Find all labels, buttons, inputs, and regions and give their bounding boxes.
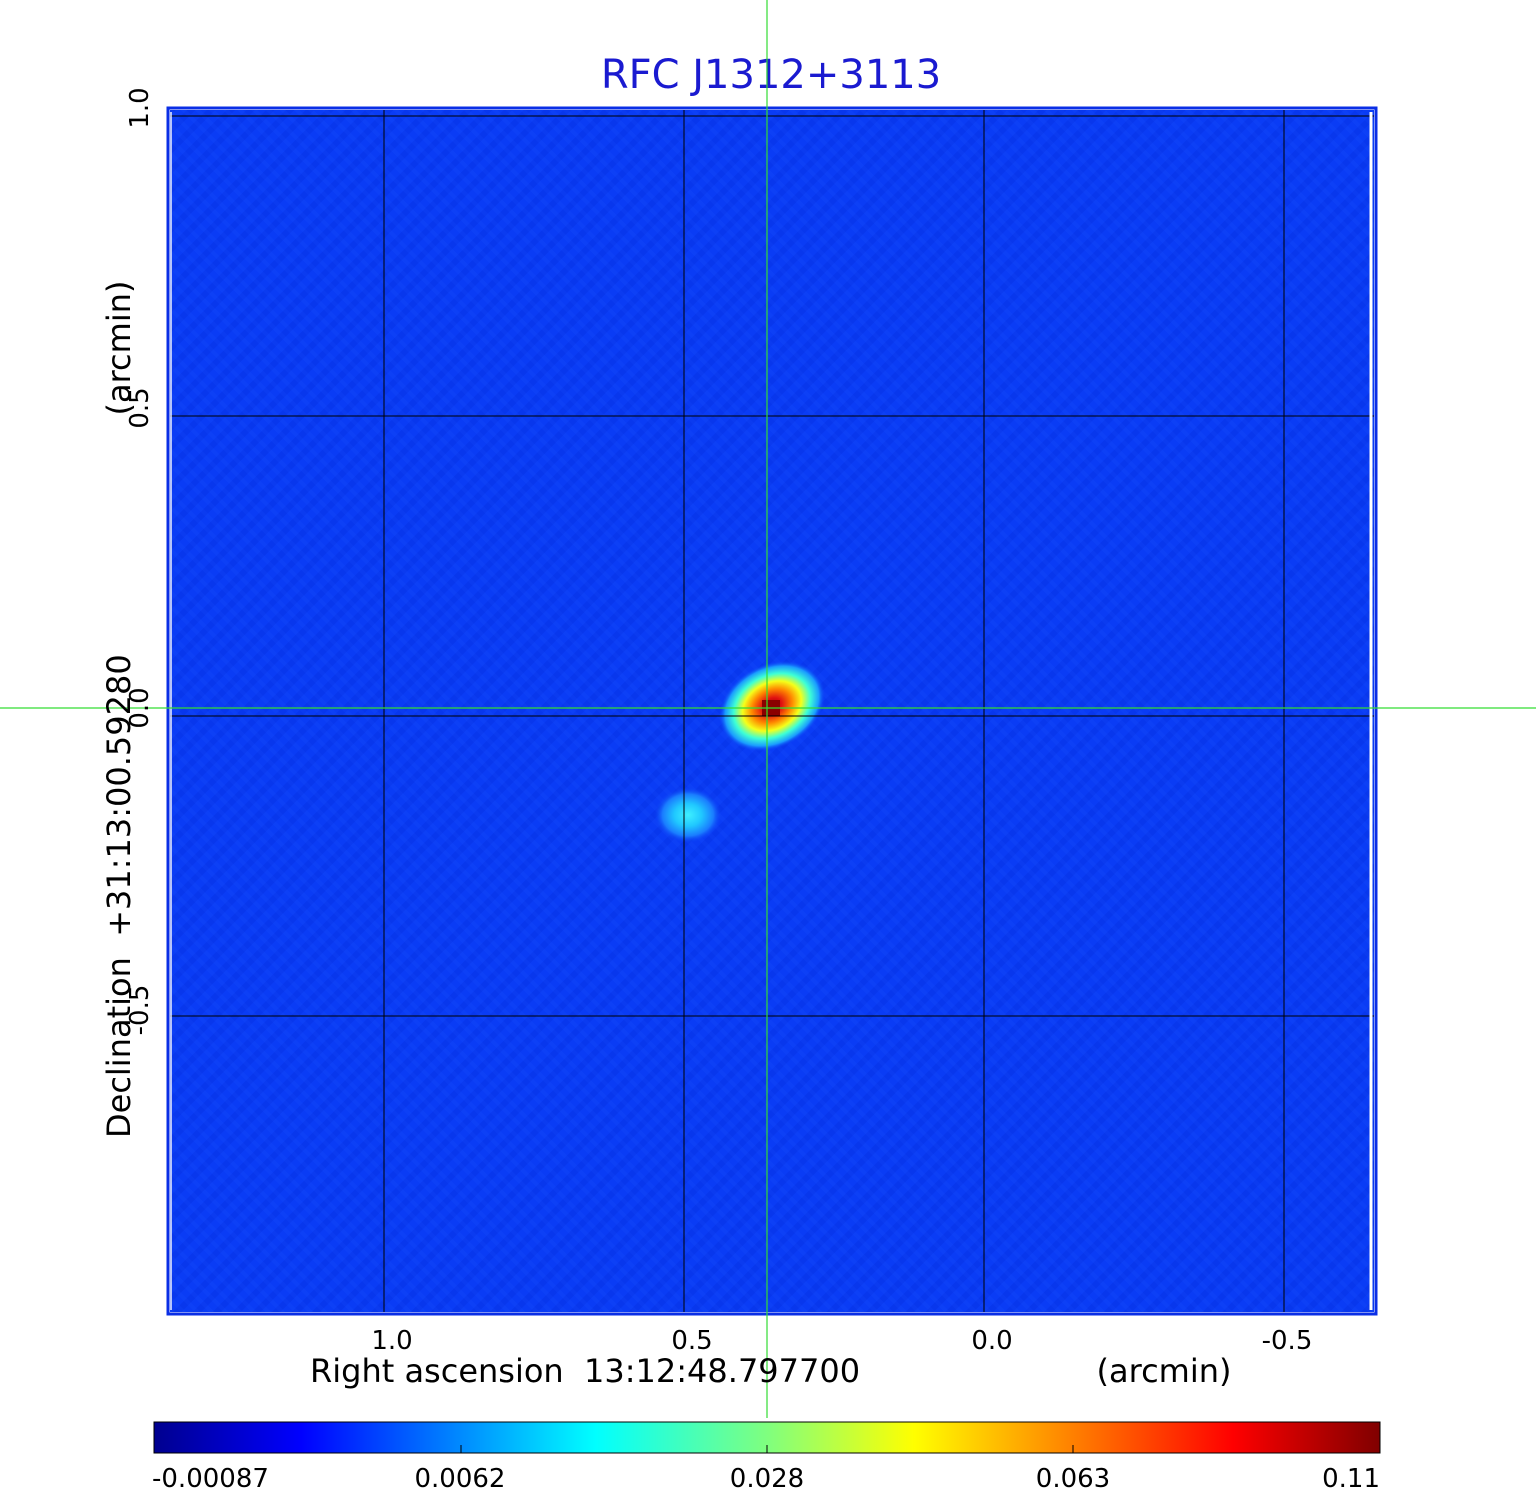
- jet-knot-source: [654, 787, 722, 843]
- x-tick-label: 0.0: [971, 1326, 1012, 1356]
- y-tick-labels: 1.0 0.5 0.0 -0.5: [125, 87, 155, 1035]
- colorbar-tick-label: 0.0062: [415, 1464, 506, 1494]
- colorbar-tick-label: -0.00087: [152, 1464, 269, 1494]
- y-tick-label: 0.5: [125, 387, 155, 428]
- image-panel: [170, 110, 1374, 1312]
- y-axis-unit: (arcmin): [100, 281, 138, 416]
- coordinate-grid: [170, 110, 1374, 1312]
- x-tick-label: 1.0: [371, 1326, 412, 1356]
- y-tick-label: -0.5: [125, 985, 155, 1036]
- colorbar-tick-labels: -0.00087 0.0062 0.028 0.063 0.11: [152, 1464, 1380, 1494]
- y-axis-label: Declination +31:13:00.59280: [100, 654, 138, 1138]
- crosshair[interactable]: [0, 0, 1536, 1418]
- x-tick-label: 0.5: [671, 1326, 712, 1356]
- image-frame: [166, 106, 1378, 1316]
- figure-title: RFC J1312+3113: [601, 52, 941, 98]
- y-tick-label: 1.0: [125, 87, 155, 128]
- x-tick-label: -0.5: [1262, 1326, 1313, 1356]
- colorbar-tick-label: 0.028: [730, 1464, 804, 1494]
- y-tick-label: 0.0: [125, 687, 155, 728]
- x-tick-labels: 1.0 0.5 0.0 -0.5: [371, 1326, 1312, 1356]
- x-axis-unit: (arcmin): [1097, 1352, 1232, 1390]
- colorbar-tick-label: 0.063: [1036, 1464, 1110, 1494]
- x-axis-label: Right ascension 13:12:48.797700: [310, 1352, 860, 1390]
- colorbar-ticks: [460, 1445, 1074, 1453]
- colorbar-tick-label: 0.11: [1322, 1464, 1380, 1494]
